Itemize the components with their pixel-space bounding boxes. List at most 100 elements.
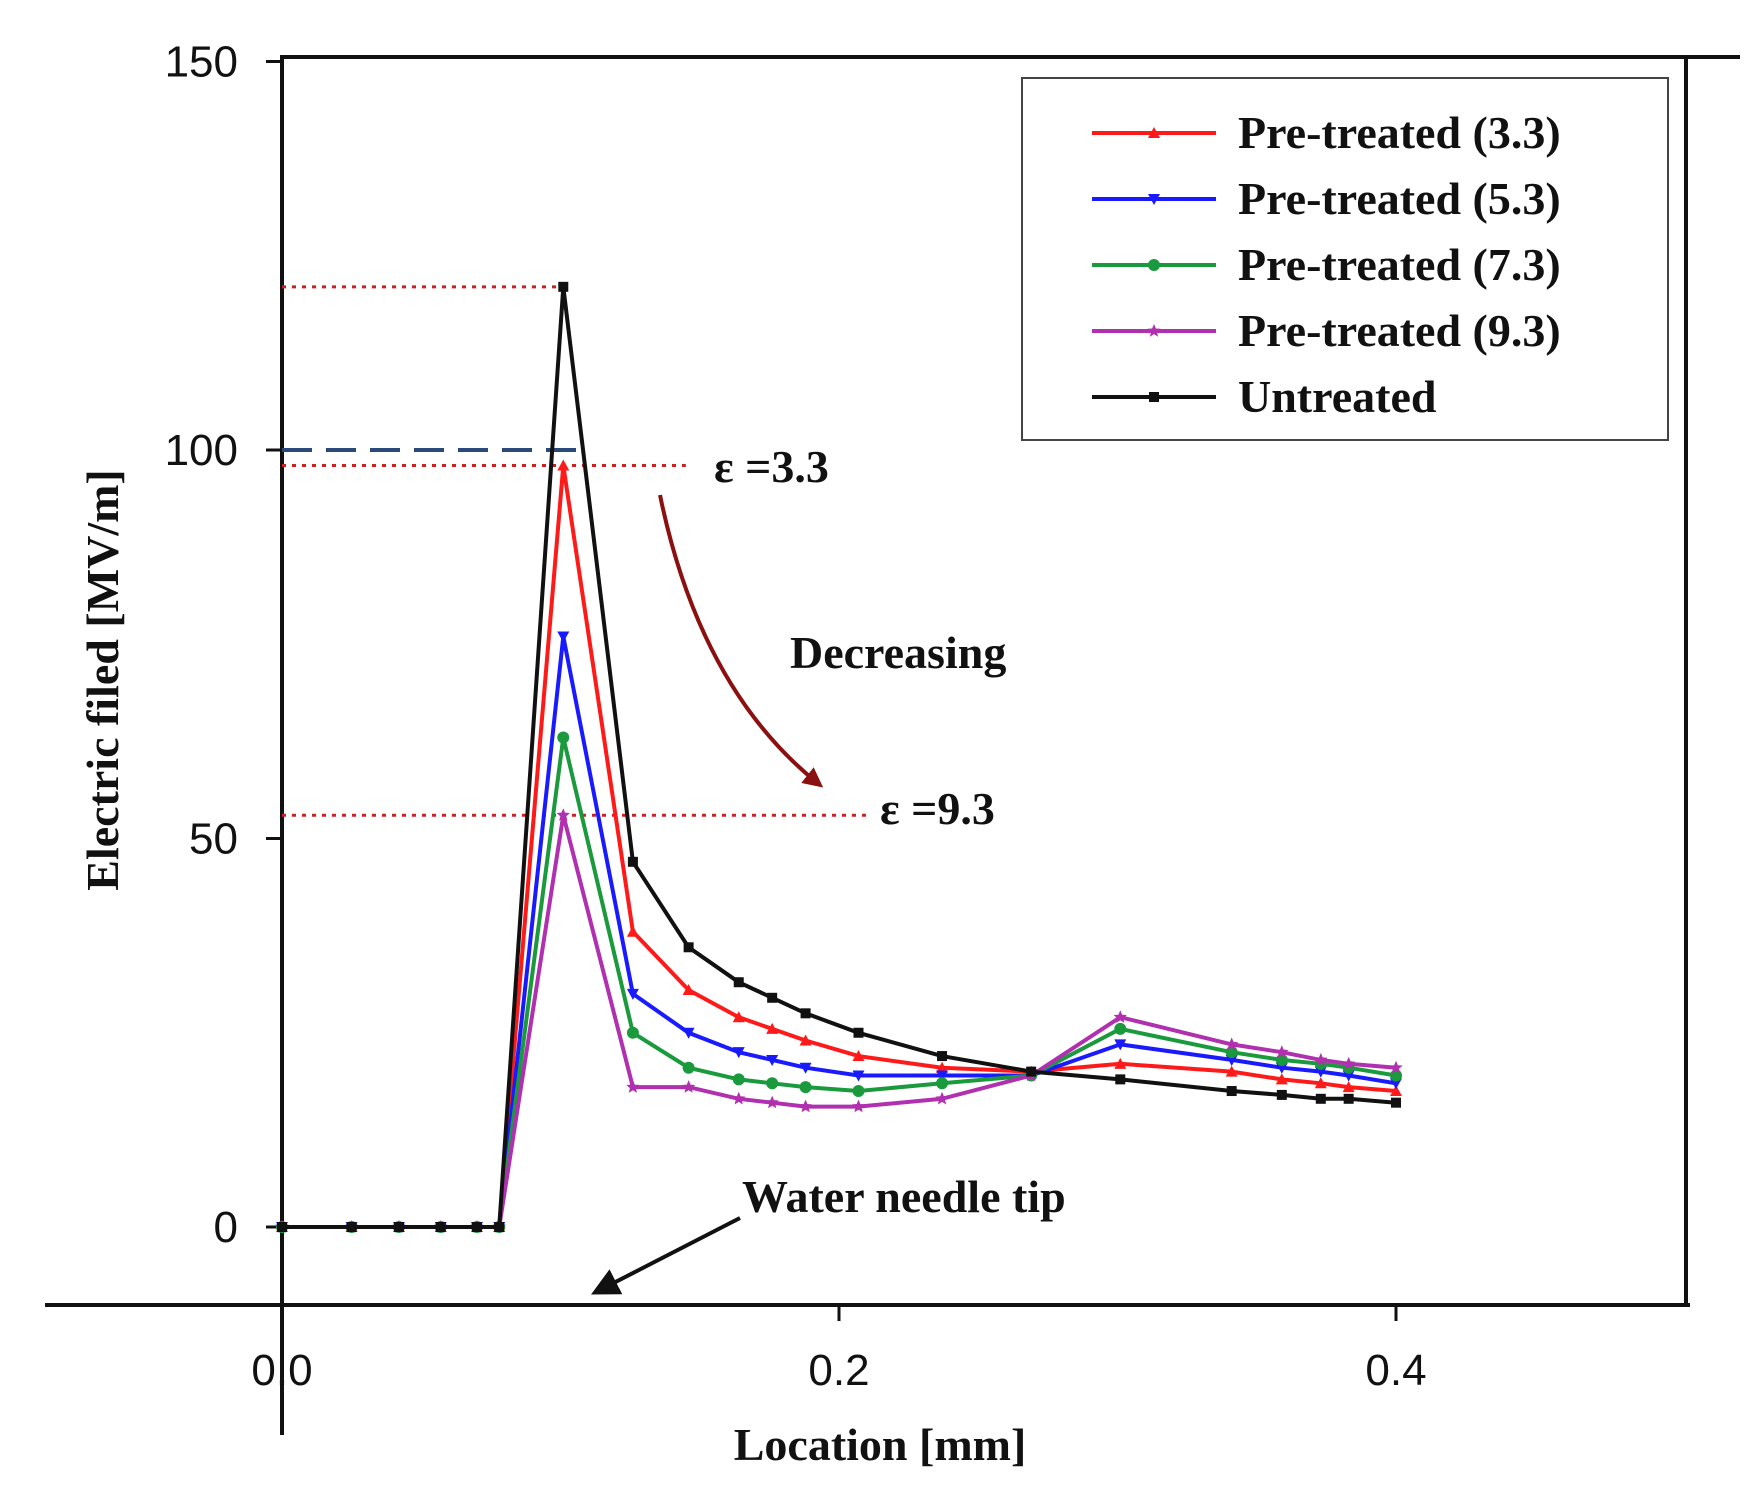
data-point — [1390, 1078, 1402, 1090]
data-point — [1314, 1077, 1327, 1089]
data-point — [557, 731, 570, 744]
data-point — [435, 1222, 446, 1232]
annotation-water-needle-tip: Water needle tip — [742, 1171, 1066, 1222]
data-point — [851, 1099, 866, 1113]
legend-label: Untreated — [1238, 371, 1437, 422]
data-point — [799, 1081, 812, 1094]
data-point — [936, 1061, 949, 1073]
data-point — [799, 1062, 812, 1074]
data-point — [1225, 1065, 1238, 1077]
annotation-epsilon-3-3: ε =3.3 — [714, 441, 829, 492]
series-line — [282, 465, 1397, 1229]
legend-item: Untreated — [1092, 371, 1437, 422]
data-point — [732, 1091, 746, 1105]
data-point — [732, 1011, 745, 1023]
y-tick-label: 100 — [165, 426, 238, 475]
data-point — [1390, 1085, 1402, 1097]
legend-item: Pre-treated (7.3) — [1092, 239, 1561, 290]
annotations: ε =3.3 Decreasing ε =9.3 Water needle ti… — [591, 441, 1066, 1295]
data-point — [627, 856, 638, 867]
annotation-epsilon-9-3: ε =9.3 — [880, 783, 995, 834]
series-line — [282, 636, 1397, 1229]
data-point — [766, 1054, 779, 1066]
x-axis-title: Location [mm] — [734, 1419, 1027, 1470]
x-ticks: 0.0 0.2 0.4 — [251, 1305, 1427, 1395]
data-point — [936, 1070, 949, 1082]
data-point — [767, 992, 778, 1003]
data-point — [1342, 1081, 1355, 1093]
data-point — [1026, 1066, 1037, 1077]
data-point — [682, 1080, 696, 1093]
data-point — [1314, 1066, 1327, 1078]
y-tick-label: 50 — [189, 815, 238, 864]
data-point — [1148, 127, 1160, 138]
data-point — [1391, 1097, 1401, 1108]
legend-item: Pre-treated (9.3) — [1092, 305, 1561, 356]
data-point — [732, 1047, 745, 1059]
data-point — [471, 1222, 482, 1232]
data-point — [626, 1080, 640, 1093]
data-point — [936, 1077, 949, 1090]
data-point — [558, 281, 569, 292]
series-untreated — [277, 281, 1401, 1232]
data-point — [733, 977, 744, 988]
legend-label: Pre-treated (3.3) — [1238, 107, 1561, 158]
data-point — [346, 1222, 357, 1232]
data-point — [682, 1061, 695, 1074]
y-tick-label: 150 — [165, 38, 238, 87]
data-point — [766, 1022, 779, 1034]
y-axis-title: Electric filed [MV/m] — [77, 469, 128, 890]
data-point — [683, 942, 694, 953]
series-pre-treated-7-3 — [276, 731, 1402, 1233]
data-point — [935, 1091, 949, 1105]
data-point — [1115, 1074, 1126, 1085]
data-point — [765, 1095, 779, 1109]
data-point — [1147, 324, 1161, 337]
data-point — [1114, 1057, 1127, 1069]
data-point — [682, 984, 695, 996]
legend-box — [1021, 77, 1669, 441]
data-point — [1343, 1093, 1354, 1104]
data-point — [1275, 1062, 1288, 1074]
data-point — [1342, 1070, 1355, 1082]
data-point — [1275, 1073, 1288, 1085]
data-point — [1114, 1022, 1127, 1035]
data-point — [557, 459, 570, 471]
data-point — [1225, 1046, 1238, 1059]
data-point — [557, 631, 570, 643]
data-point — [556, 808, 570, 821]
series-pre-treated-9-3 — [275, 808, 1403, 1233]
x-tick-label: 0.4 — [1365, 1346, 1426, 1395]
data-point — [1225, 1054, 1238, 1066]
data-point — [682, 1027, 695, 1039]
data-point — [1148, 259, 1160, 271]
data-point — [1225, 1037, 1239, 1051]
reference-lines — [282, 285, 867, 817]
x-tick-label: 0.2 — [808, 1346, 869, 1395]
series-layer — [275, 281, 1403, 1233]
data-point — [1226, 1086, 1237, 1097]
data-point — [1149, 392, 1159, 402]
legend-label: Pre-treated (7.3) — [1238, 239, 1561, 290]
data-point — [852, 1070, 865, 1082]
y-tick-label: 0 — [214, 1203, 238, 1252]
data-point — [626, 1026, 639, 1039]
series-pre-treated-3-3 — [276, 459, 1402, 1232]
data-point — [853, 1027, 864, 1038]
data-point — [626, 988, 639, 1000]
data-point — [798, 1099, 813, 1113]
data-point — [1113, 1010, 1127, 1023]
decreasing-arrow — [658, 494, 824, 788]
data-point — [1314, 1052, 1328, 1066]
series-pre-treated-5-3 — [276, 631, 1402, 1233]
annotation-decreasing: Decreasing — [790, 627, 1006, 678]
data-point — [277, 1222, 287, 1232]
y-ticks: 0 50 100 150 — [165, 38, 282, 1252]
data-point — [1275, 1053, 1288, 1066]
water-needle-tip-arrow — [591, 1216, 741, 1295]
data-point — [799, 1034, 812, 1046]
data-point — [852, 1085, 865, 1098]
data-point — [626, 925, 639, 937]
data-point — [1114, 1039, 1127, 1051]
